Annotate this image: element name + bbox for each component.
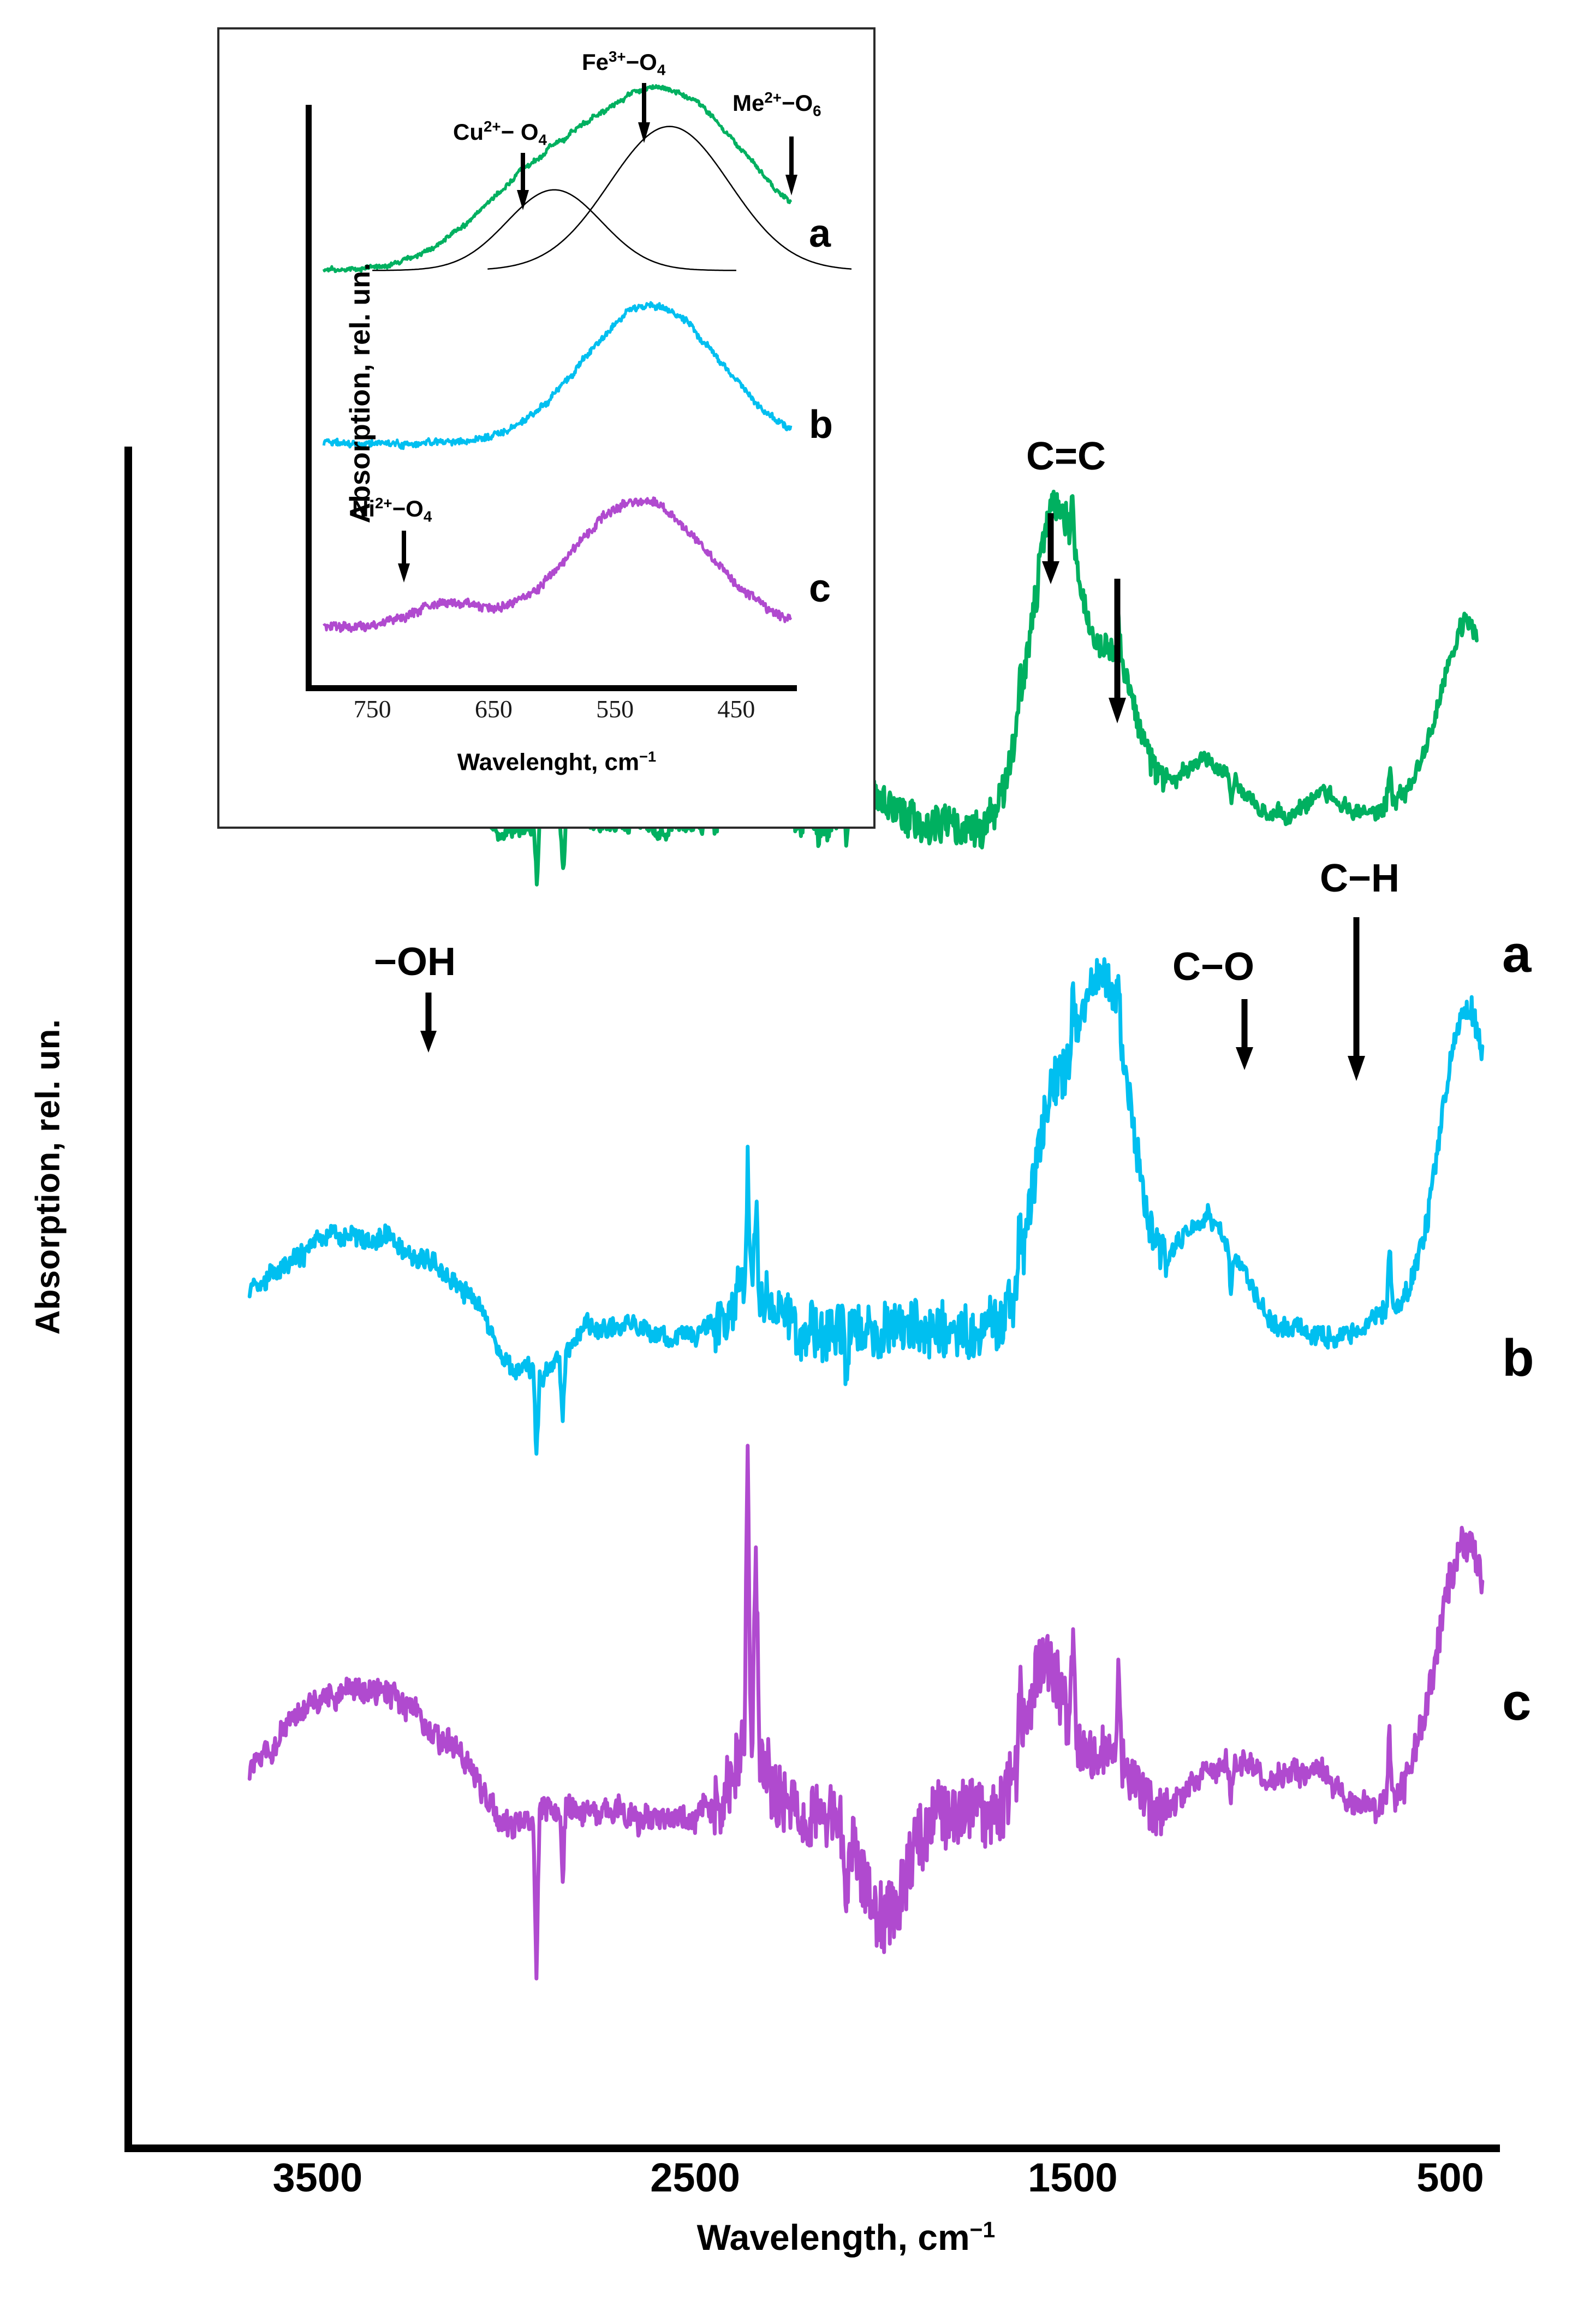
inset-annotation-me-element: Me — [733, 90, 765, 116]
inset-spectrum-curve-b — [322, 301, 793, 450]
inset-curve-label-c: c — [809, 567, 831, 610]
main-spectrum-curve-c — [247, 1443, 1485, 1981]
inset-panel — [217, 27, 876, 829]
main-x-tick-1500: 1500 — [1027, 2155, 1118, 2200]
inset-fit-component-2 — [487, 126, 852, 270]
main-x-tick-500: 500 — [1416, 2155, 1484, 2200]
annotation-oh-arrow-icon — [420, 993, 437, 1053]
inset-annotation-fe-charge: 3+ — [609, 48, 626, 65]
inset-annotation-fe-oxygen: O — [639, 49, 657, 75]
main-x-axis-title-exponent: −1 — [969, 2217, 996, 2242]
inset-annotation-me-label: Me2+−O6 — [733, 90, 821, 118]
inset-y-axis-title: Absorption, rel. un. — [344, 263, 376, 524]
inset-x-axis-title-exponent: −1 — [639, 748, 657, 765]
inset-spectrum-curve-c — [323, 496, 793, 633]
main-y-axis-title: Absorption, rel. un. — [29, 1019, 67, 1335]
inset-annotation-cu-label: Cu2+− O4 — [453, 119, 547, 147]
inset-annotation-cu-charge: 2+ — [484, 118, 501, 135]
main-x-axis-line — [124, 2144, 1500, 2152]
annotation-oh-label: −OH — [374, 940, 456, 984]
main-x-tick-2500: 2500 — [650, 2155, 740, 2200]
inset-spectrum-curve-a — [322, 84, 793, 274]
inset-x-axis-line — [306, 685, 797, 691]
inset-y-axis-line — [306, 105, 312, 690]
annotation-co-label: C−O — [1172, 945, 1255, 989]
inset-x-axis-title: Wavelenght, cm−1 — [382, 748, 731, 776]
inset-annotation-fe-label: Fe3+−O4 — [582, 49, 665, 78]
inset-annotation-me-oxygen: O — [795, 90, 813, 116]
inset-annotation-me-arrow-icon — [785, 136, 797, 195]
inset-annotation-cu-element: Cu — [453, 119, 484, 145]
inset-annotation-fe-dash: − — [626, 49, 640, 75]
inset-annotation-ni-label: Ni2+−O4 — [352, 496, 432, 524]
inset-annotation-cu-oxygen: O — [520, 119, 539, 145]
inset-annotation-ni-element: Ni — [352, 496, 375, 521]
inset-x-tick-750: 750 — [353, 695, 391, 723]
inset-annotation-cu-dash: − — [501, 119, 515, 145]
inset-annotation-ni-dash: − — [392, 496, 406, 521]
inset-curve-label-b: b — [809, 403, 833, 447]
inset-x-tick-450: 450 — [717, 695, 755, 723]
annotation-ch-label: C−H — [1320, 857, 1400, 900]
inset-spectra-canvas — [322, 84, 852, 633]
main-spectrum-curve-b — [247, 957, 1485, 1456]
inset-annotation-ni-arrow-icon — [398, 531, 410, 583]
inset-annotation-cu-coordination: 4 — [538, 131, 547, 148]
annotation-cc-arrow-icon-left — [1042, 513, 1059, 584]
inset-annotation-ni-coordination: 4 — [423, 508, 432, 525]
main-curve-label-c: c — [1502, 1673, 1532, 1731]
inset-curve-label-a: a — [809, 212, 831, 256]
main-y-axis-line — [124, 447, 132, 2151]
main-x-tick-3500: 3500 — [272, 2155, 363, 2200]
inset-annotation-ni-oxygen: O — [406, 496, 424, 521]
inset-annotation-fe-coordination: 4 — [657, 61, 666, 79]
inset-annotation-fe-element: Fe — [582, 49, 609, 75]
inset-x-tick-650: 650 — [474, 695, 513, 723]
main-curve-label-b: b — [1502, 1329, 1534, 1387]
inset-annotation-ni-charge: 2+ — [375, 495, 392, 512]
inset-annotation-me-dash: − — [781, 90, 795, 116]
inset-x-tick-550: 550 — [596, 695, 634, 723]
inset-annotation-fe-arrow-icon — [638, 83, 650, 143]
inset-annotation-me-coordination: 6 — [813, 102, 821, 120]
annotation-cc-arrow-icon-right — [1109, 579, 1126, 723]
annotation-ch-arrow-icon — [1348, 917, 1365, 1081]
inset-fit-component-1 — [372, 189, 736, 271]
annotation-cc-label: C=C — [1026, 435, 1106, 478]
main-x-axis-title: Wavelength, cm−1 — [491, 2217, 1201, 2258]
inset-annotation-me-charge: 2+ — [764, 89, 782, 106]
main-curve-label-a: a — [1502, 925, 1532, 983]
inset-x-axis-title-text: Wavelenght, cm — [457, 748, 640, 776]
main-x-axis-title-text: Wavelength, cm — [696, 2217, 970, 2258]
annotation-co-arrow-icon — [1236, 999, 1253, 1070]
inset-annotation-cu-arrow-icon — [517, 153, 529, 210]
